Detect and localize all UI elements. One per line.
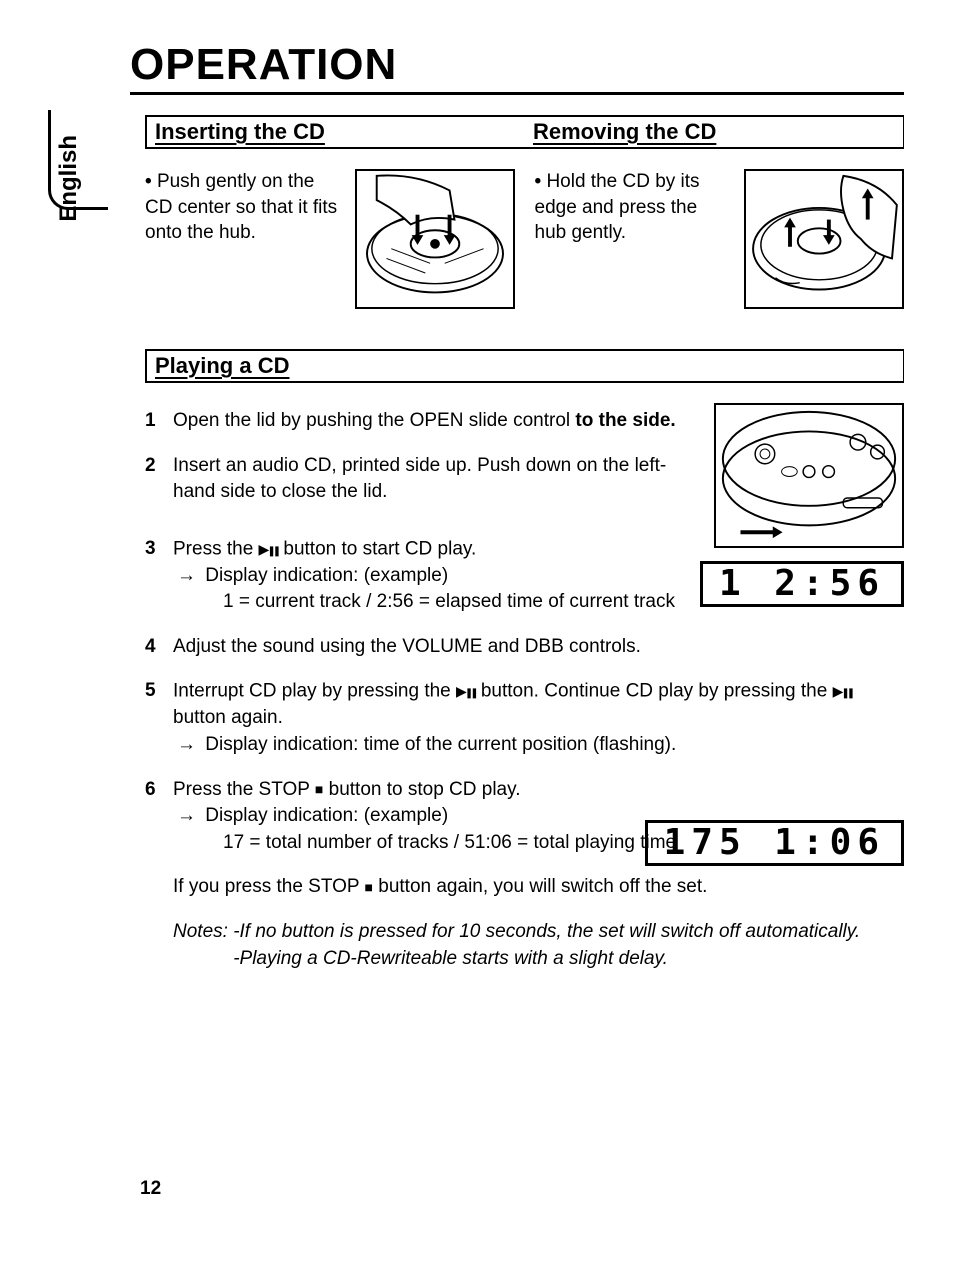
step-1-num: 1: [145, 408, 161, 435]
removing-text: Hold the CD by its edge and press the hu…: [535, 169, 735, 309]
step-6-text-b: button to stop CD play.: [323, 779, 520, 800]
step-2-num: 2: [145, 453, 161, 506]
step-5-text-b: button. Continue CD play by pressing the: [476, 681, 833, 702]
step-6-body: Press the STOP button to stop CD play. D…: [173, 777, 684, 857]
insert-remove-header-box: Inserting the CD Removing the CD: [145, 115, 904, 149]
step-2: 2 Insert an audio CD, printed side up. P…: [145, 453, 904, 506]
removing-illustration: [744, 169, 904, 309]
lcd-display-2: 175 1:06: [645, 820, 904, 866]
play-pause-icon: [833, 678, 853, 705]
step-6-text-a: Press the STOP: [173, 779, 315, 800]
notes-block: Notes: -If no button is pressed for 10 s…: [173, 919, 904, 972]
insert-remove-row: Push gently on the CD center so that it …: [145, 169, 904, 309]
step-3-text-a: Press the: [173, 538, 259, 559]
play-pause-icon: [259, 536, 279, 563]
removing-column: Hold the CD by its edge and press the hu…: [535, 169, 905, 309]
notes-label: Notes:: [173, 921, 228, 942]
step-6-sub2: 17 = total number of tracks / 51:06 = to…: [223, 830, 684, 857]
step-5-text-c: button again.: [173, 707, 283, 728]
playing-steps: 1 Open the lid by pushing the OPEN slide…: [145, 408, 904, 972]
play-pause-icon: [456, 678, 476, 705]
note-1: -If no button is pressed for 10 seconds,…: [233, 921, 860, 942]
note-2: -Playing a CD-Rewriteable starts with a …: [233, 948, 668, 969]
step-5-sub1: Display indication: time of the current …: [203, 732, 904, 759]
inserting-column: Push gently on the CD center so that it …: [145, 169, 515, 309]
step-3-text-b: button to start CD play.: [278, 538, 476, 559]
step-1-text-b: to the side.: [575, 410, 675, 431]
page-title: OPERATION: [130, 40, 904, 95]
step-6-tail: If you press the STOP button again, you …: [173, 874, 904, 901]
step-3-body: Press the button to start CD play. Displ…: [173, 536, 694, 616]
step-6-sub1: Display indication: (example): [203, 803, 684, 830]
language-tab: English: [55, 135, 83, 222]
page-number: 12: [140, 1178, 161, 1200]
step-6-tail-a: If you press the STOP: [173, 876, 365, 897]
step-5-num: 5: [145, 678, 161, 758]
step-6-num: 6: [145, 777, 161, 857]
step-3-sub2: 1 = current track / 2:56 = elapsed time …: [223, 589, 694, 616]
step-1: 1 Open the lid by pushing the OPEN slide…: [145, 408, 904, 435]
inserting-heading: Inserting the CD: [147, 117, 525, 147]
stop-icon: [365, 876, 373, 897]
step-6-tail-b: button again, you will switch off the se…: [373, 876, 707, 897]
step-5-body: Interrupt CD play by pressing the button…: [173, 678, 904, 758]
step-1-text-a: Open the lid by pushing the OPEN slide c…: [173, 410, 575, 431]
step-1-body: Open the lid by pushing the OPEN slide c…: [173, 408, 704, 435]
inserting-illustration: [355, 169, 515, 309]
step-4-body: Adjust the sound using the VOLUME and DB…: [173, 634, 904, 661]
step-3-num: 3: [145, 536, 161, 616]
step-6-tail-body: If you press the STOP button again, you …: [173, 874, 904, 901]
step-4: 4 Adjust the sound using the VOLUME and …: [145, 634, 904, 661]
step-5: 5 Interrupt CD play by pressing the butt…: [145, 678, 904, 758]
step-3-sub1: Display indication: (example): [203, 563, 694, 590]
step-5-text-a: Interrupt CD play by pressing the: [173, 681, 456, 702]
removing-heading: Removing the CD: [525, 117, 903, 147]
playing-heading: Playing a CD: [145, 349, 904, 383]
step-2-body: Insert an audio CD, printed side up. Pus…: [173, 453, 704, 506]
step-6: 6 Press the STOP button to stop CD play.…: [145, 777, 904, 857]
step-4-num: 4: [145, 634, 161, 661]
lcd-display-1: 1 2:56: [700, 561, 904, 607]
content-area: Inserting the CD Removing the CD Push ge…: [145, 115, 904, 972]
inserting-text: Push gently on the CD center so that it …: [145, 169, 345, 309]
step-3: 3 Press the button to start CD play. Dis…: [145, 536, 904, 616]
